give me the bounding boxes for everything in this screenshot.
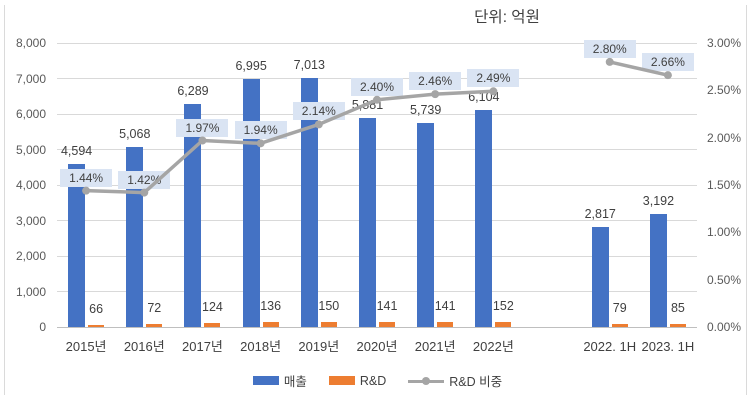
right-axis-tick: 1.50%: [707, 178, 742, 192]
ratio-point-label: 2.49%: [467, 69, 520, 88]
left-axis-tick: 8,000: [15, 36, 46, 50]
rnd-bar-label: 141: [434, 298, 456, 313]
x-axis-label: 2021년: [414, 339, 456, 354]
rnd-bar: [379, 321, 395, 327]
revenue-bar: [417, 123, 435, 327]
revenue-bar: [475, 110, 493, 327]
revenue-bar-label: 5,739: [410, 103, 442, 118]
legend-label-ratio: R&D 비중: [449, 375, 503, 389]
x-axis-label: 2022년: [472, 339, 514, 354]
x-axis-label: 2018년: [240, 339, 282, 354]
left-axis-tick: 0: [39, 320, 46, 334]
ratio-line-swatch-icon: [408, 376, 445, 386]
gridline: [57, 42, 697, 44]
right-axis-tick: 0.00%: [707, 320, 742, 334]
ratio-point-label: 1.97%: [176, 118, 229, 137]
left-axis-tick: 6,000: [15, 107, 46, 121]
gridline: [57, 149, 697, 150]
revenue-bar: [359, 118, 376, 327]
rnd-bar-label: 152: [492, 298, 514, 313]
gridline: [57, 291, 697, 292]
gridline: [57, 326, 697, 328]
legend: 매출 R&D R&D 비중: [0, 371, 755, 390]
rnd-bar-label: 66: [89, 301, 104, 316]
rnd-bar: [611, 324, 628, 327]
rnd-bar-label: 79: [612, 301, 627, 316]
left-frame-line: [4, 5, 5, 395]
ratio-point-label: 2.66%: [641, 53, 694, 72]
ratio-point-label: 2.80%: [583, 39, 636, 58]
legend-item-revenue: 매출: [252, 371, 307, 390]
rnd-bar: [262, 322, 279, 327]
legend-label-revenue: 매출: [283, 375, 307, 389]
rnd-bar-label: 141: [376, 298, 398, 313]
left-axis-tick: 4,000: [15, 178, 46, 192]
left-axis-tick: 3,000: [15, 213, 46, 228]
legend-item-ratio: R&D 비중: [408, 371, 502, 390]
x-axis-label: 2023. 1H: [641, 339, 695, 354]
rnd-swatch-icon: [328, 376, 355, 385]
revenue-bar: [300, 78, 318, 327]
gridline: [57, 113, 697, 115]
rnd-bar: [204, 322, 221, 327]
x-axis-label: 2015년: [65, 339, 107, 354]
rnd-bar: [88, 324, 105, 327]
revenue-bar-label: 6,289: [177, 83, 209, 98]
rnd-bar-label: 136: [260, 299, 282, 314]
rnd-bar: [146, 324, 163, 327]
right-axis-tick: 3.00%: [707, 36, 742, 50]
revenue-bar-label: 3,192: [642, 193, 675, 208]
revenue-swatch-icon: [252, 376, 279, 385]
rnd-bar-label: 150: [318, 298, 340, 313]
right-axis-tick: 1.00%: [707, 225, 742, 240]
revenue-bar: [184, 103, 202, 327]
x-axis-label: 2022. 1H: [583, 339, 637, 354]
gridline: [57, 255, 697, 257]
revenue-bar-label: 7,013: [293, 58, 325, 73]
revenue-bar: [591, 226, 609, 327]
x-axis-label: 2017년: [182, 339, 223, 354]
rnd-bar-label: 85: [670, 300, 685, 315]
legend-item-rnd: R&D: [328, 373, 387, 388]
ratio-point-label: 1.44%: [60, 168, 113, 187]
x-axis-label: 2020년: [356, 339, 398, 354]
ratio-point-label: 1.94%: [234, 121, 287, 140]
rnd-bar: [320, 321, 337, 327]
left-axis-tick: 5,000: [15, 142, 46, 157]
revenue-bar-label: 2,817: [584, 206, 616, 221]
revenue-bar: [242, 78, 260, 327]
legend-label-rnd: R&D: [359, 373, 387, 388]
x-axis-label: 2019년: [298, 339, 340, 354]
rnd-bar-label: 72: [147, 301, 162, 316]
revenue-bar: [649, 213, 667, 327]
left-axis-tick: 2,000: [15, 249, 46, 263]
revenue-bar-label: 4,594: [60, 143, 93, 158]
right-axis-tick: 2.00%: [707, 130, 742, 145]
rnd-bar: [437, 321, 454, 327]
ratio-point-label: 2.40%: [351, 77, 403, 96]
right-axis-tick: 0.50%: [707, 272, 742, 287]
gridline: [57, 220, 697, 221]
ratio-point-label: 2.46%: [409, 72, 462, 91]
rnd-bar-label: 124: [202, 299, 223, 314]
ratio-point-label: 2.14%: [292, 102, 345, 121]
left-axis-tick: 7,000: [15, 71, 46, 86]
chart-unit-title: 단위: 억원: [474, 9, 540, 26]
right-frame-line: [746, 5, 747, 395]
revenue-bar-label: 5,068: [119, 127, 151, 142]
right-axis-tick: 2.50%: [707, 83, 742, 98]
gridline: [57, 184, 697, 186]
left-axis-tick: 1,000: [15, 284, 46, 299]
revenue-bar-label: 6,995: [235, 58, 267, 73]
x-axis-label: 2016년: [123, 339, 165, 354]
rnd-bar: [669, 323, 686, 327]
revenue-bar: [68, 163, 86, 327]
rnd-bar: [495, 321, 512, 327]
